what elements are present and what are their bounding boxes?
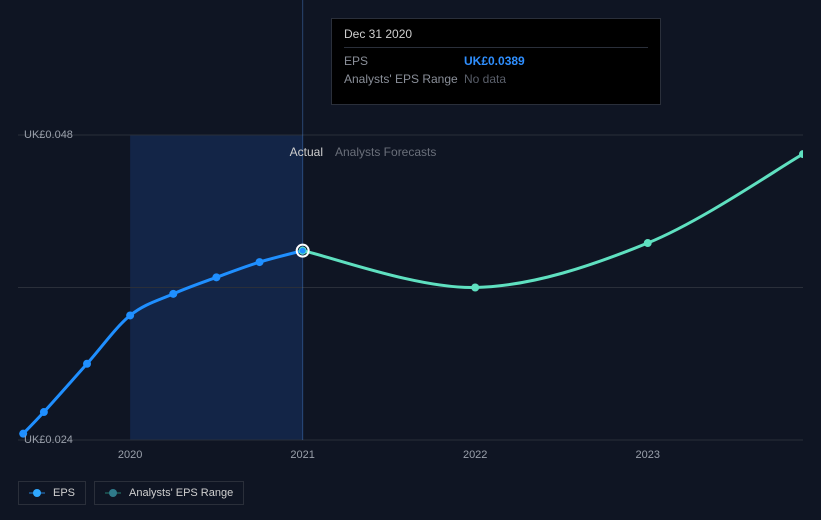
chart-tooltip: Dec 31 2020 EPSUK£0.0389Analysts' EPS Ra… xyxy=(331,18,661,105)
tooltip-key: EPS xyxy=(344,54,464,68)
legend-label: EPS xyxy=(53,487,75,499)
x-axis-label: 2020 xyxy=(118,449,142,461)
legend-swatch-icon xyxy=(29,489,45,497)
tooltip-date: Dec 31 2020 xyxy=(344,27,648,48)
tooltip-value: UK£0.0389 xyxy=(464,54,525,68)
tooltip-value: No data xyxy=(464,72,506,86)
y-axis-label: UK£0.048 xyxy=(24,129,73,141)
section-label-forecast: Analysts Forecasts xyxy=(335,145,436,159)
tooltip-rows: EPSUK£0.0389Analysts' EPS RangeNo data xyxy=(344,52,648,88)
tooltip-row: Analysts' EPS RangeNo data xyxy=(344,70,648,88)
tooltip-row: EPSUK£0.0389 xyxy=(344,52,648,70)
x-axis-label: 2022 xyxy=(463,449,487,461)
chart-legend: EPS Analysts' EPS Range xyxy=(18,481,244,505)
legend-label: Analysts' EPS Range xyxy=(129,487,233,499)
legend-item-eps[interactable]: EPS xyxy=(18,481,86,505)
legend-item-eps-range[interactable]: Analysts' EPS Range xyxy=(94,481,244,505)
tooltip-key: Analysts' EPS Range xyxy=(344,72,464,86)
x-axis-label: 2023 xyxy=(635,449,659,461)
y-axis-label: UK£0.024 xyxy=(24,434,73,446)
section-label-actual: Actual xyxy=(290,145,323,159)
legend-swatch-icon xyxy=(105,489,121,497)
x-axis-label: 2021 xyxy=(290,449,314,461)
